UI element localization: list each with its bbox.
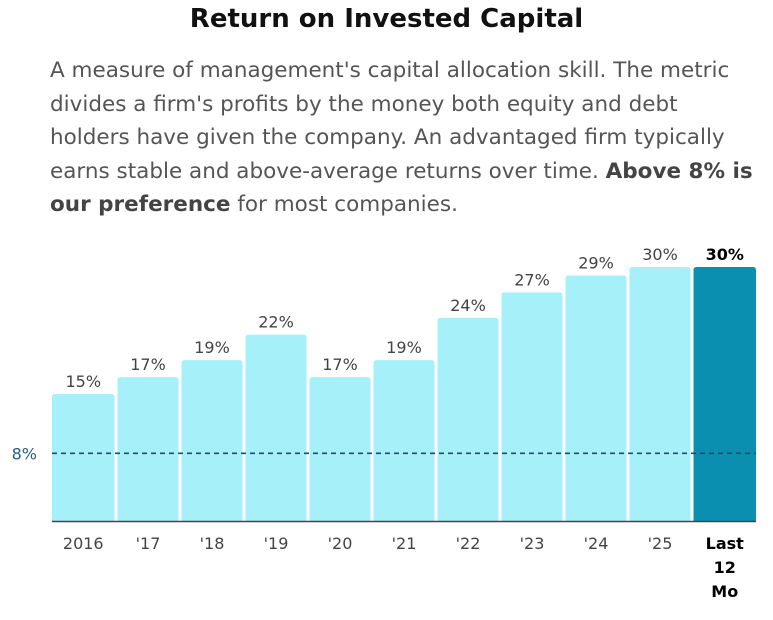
x-tick-label-line: Mo: [711, 582, 738, 601]
bar: [437, 317, 499, 521]
bar-value-label: 17%: [322, 355, 358, 374]
bar-value-label: 15%: [65, 372, 101, 391]
reference-line-label: 8%: [12, 444, 37, 463]
x-tick-label: '20: [328, 534, 353, 553]
x-tick-label-line: '25: [648, 534, 673, 553]
x-tick-label-line: '23: [520, 534, 545, 553]
bar-value-label: 29%: [578, 253, 614, 272]
x-tick-label: '22: [456, 534, 481, 553]
bar-value-label: 19%: [386, 338, 422, 357]
x-tick-label-line: Last: [706, 534, 745, 553]
bar-value-label: 30%: [706, 245, 744, 264]
bar-value-label: 24%: [450, 296, 486, 315]
bar-value-label: 30%: [642, 245, 678, 264]
bar: [565, 275, 627, 521]
x-tick-label-line: '18: [200, 534, 225, 553]
bar: [309, 377, 371, 521]
chart-description: A measure of management's capital alloca…: [50, 54, 762, 222]
x-tick-label: '24: [584, 534, 609, 553]
x-tick-label: Last 12 Mo: [706, 534, 745, 601]
bar: [501, 292, 563, 521]
x-tick-label-line: 2016: [63, 534, 104, 553]
x-tick-label-line: '17: [136, 534, 161, 553]
x-tick-label: '18: [200, 534, 225, 553]
bar: [245, 334, 307, 521]
x-tick-label-line: 12: [714, 558, 736, 577]
x-tick-label: '17: [136, 534, 161, 553]
reference-line-group: 8%: [12, 444, 756, 463]
description-bold-text: Above 8% is our preference: [50, 158, 753, 218]
x-tick-label: 2016: [63, 534, 104, 553]
bar: [117, 377, 179, 521]
x-tick-label-line: '19: [264, 534, 289, 553]
bar-value-label: 22%: [258, 313, 294, 332]
description-text-end: for most companies.: [230, 192, 458, 217]
bar-value-label: 27%: [514, 270, 550, 289]
x-tick-label: '19: [264, 534, 289, 553]
x-tick-label-line: '20: [328, 534, 353, 553]
bar-value-label: 19%: [194, 338, 230, 357]
x-tick-label-line: '24: [584, 534, 609, 553]
value-labels-group: 15% 17% 19% 22% 17% 19% 24% 27% 29% 30% 30%: [65, 245, 743, 391]
x-tick-label: '23: [520, 534, 545, 553]
bar: [181, 360, 243, 521]
x-tick-labels-group: 2016 '17 '18 '19 '20 '21 '22 '23 '24 '25 Last 12 Mo: [63, 534, 744, 601]
bar: [373, 360, 435, 521]
x-tick-label: '21: [392, 534, 417, 553]
bars-group: [52, 267, 756, 521]
chart-title: Return on Invested Capital: [189, 4, 584, 34]
x-tick-label: '25: [648, 534, 673, 553]
bar-value-label: 17%: [130, 355, 166, 374]
description-text: A measure of management's capital alloca…: [50, 58, 730, 184]
bar-highlight: [693, 267, 756, 521]
bar: [52, 394, 115, 521]
x-tick-label-line: '22: [456, 534, 481, 553]
bar: [629, 267, 691, 521]
x-tick-label-line: '21: [392, 534, 417, 553]
